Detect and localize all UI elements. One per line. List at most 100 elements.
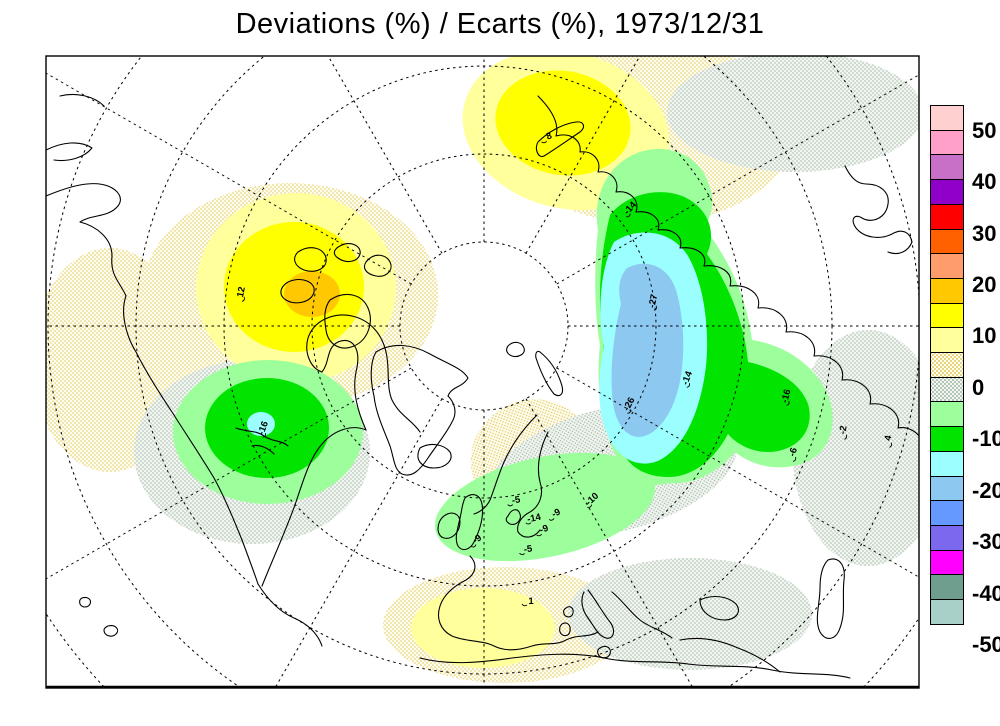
island-victoria xyxy=(280,279,315,304)
island-severnaya-zemlya xyxy=(535,121,585,158)
island-arctic-1 xyxy=(294,247,327,272)
contour-label-leader xyxy=(786,400,790,406)
coast-anatolia xyxy=(679,637,781,673)
island-denmark xyxy=(505,509,521,525)
colorbar-cell-20..25 xyxy=(930,253,964,279)
colorbar-cell--45..-40 xyxy=(930,574,964,601)
contour-label-text: 12 xyxy=(235,286,248,299)
contour-label-leader xyxy=(889,442,893,448)
colorbar-tick--30: -30 xyxy=(972,529,1000,555)
contour-label--16: -16 xyxy=(779,388,794,406)
meridian-line xyxy=(525,398,694,688)
coast-north-africa xyxy=(419,653,851,679)
contour-label-text: -5 xyxy=(511,494,522,506)
colorbar-cell--50..-45 xyxy=(930,599,964,625)
island-corsica xyxy=(563,606,574,618)
colorbar-tick--20: -20 xyxy=(972,477,1000,503)
contour-labels: 12-168-14-27-26-14-16-6-24-9-5-14 -9-9-10… xyxy=(235,130,895,607)
island-great-britain xyxy=(455,494,484,551)
contour-label-text: -9 xyxy=(538,523,550,536)
blue-core-eurasia xyxy=(611,263,684,437)
contour-label-leader xyxy=(525,522,532,525)
colorbar xyxy=(930,105,964,645)
contour-label--16: -16 xyxy=(256,420,271,438)
contour-label-text: 8 xyxy=(545,130,554,142)
island-iceland xyxy=(417,443,452,469)
coast-chukotka2 xyxy=(59,93,105,107)
colorbar-tick-10: 10 xyxy=(972,323,997,349)
contour-label-text: -16 xyxy=(256,420,271,437)
coast-north-america-west xyxy=(46,183,259,585)
contour-label-text: 4 xyxy=(883,434,895,442)
contour-label--5: -5 xyxy=(519,543,534,556)
contour-label-leader xyxy=(626,213,631,218)
colorbar-cell-5..10 xyxy=(930,327,964,354)
contour-label-leader xyxy=(521,603,528,607)
coast-great-lakes xyxy=(235,427,289,447)
colorbar-cell-10..15 xyxy=(930,302,964,329)
contour-label-leader xyxy=(241,296,245,302)
contour-label--9: -9 xyxy=(548,507,562,521)
island-caribbean-2 xyxy=(103,625,119,637)
contour-label--2: -2 xyxy=(837,425,850,440)
colorbar-cell--30..-25 xyxy=(930,500,964,526)
contour-label--27: -27 xyxy=(647,293,660,311)
sea-black xyxy=(699,595,739,621)
contour-label-text: 1 xyxy=(528,596,534,607)
coast-italy xyxy=(581,589,615,639)
colorbar-cell--10..-5 xyxy=(930,401,964,428)
orange-core-canada xyxy=(284,271,340,317)
contour-label-leader xyxy=(507,504,514,507)
island-svalbard xyxy=(506,341,525,358)
colorbar-cell--40..-35 xyxy=(930,549,964,576)
colorbar-cell-50..55 xyxy=(930,105,964,131)
contour-label-text: -9 xyxy=(550,507,562,521)
colorbar-cell-15..20 xyxy=(930,277,964,304)
contour-label-leader xyxy=(548,518,555,521)
contour-label-leader xyxy=(541,140,547,144)
contour-label-text: -5 xyxy=(523,543,534,555)
contour-label-leader xyxy=(844,434,848,440)
colorbar-tick-40: 40 xyxy=(972,169,997,195)
island-sardinia xyxy=(559,622,571,637)
latitude-circle xyxy=(47,56,919,688)
coastlines xyxy=(46,93,919,679)
coast-greenland xyxy=(370,344,469,476)
colorbar-cell-40..45 xyxy=(930,154,964,181)
colorbar-cell--15..-10 xyxy=(930,426,964,452)
colorbar-tick--40: -40 xyxy=(972,580,1000,606)
island-baffin xyxy=(324,293,371,349)
colorbar-tick-20: 20 xyxy=(972,272,997,297)
contour-label-leader xyxy=(686,383,690,388)
colorbar-tick-30: 30 xyxy=(972,220,997,246)
contour-label-leader xyxy=(587,504,593,508)
colorbar-cell-25..30 xyxy=(930,228,964,255)
colorbar-tick-0: 0 xyxy=(972,374,985,400)
colorbar-cell-35..40 xyxy=(930,179,964,205)
contour-label-leader xyxy=(792,456,797,462)
contour-label--14: -14 xyxy=(680,369,695,388)
contour-label-12: 12 xyxy=(235,286,248,302)
meridian-line xyxy=(274,398,443,688)
island-caribbean-1 xyxy=(79,596,92,608)
meridian-line xyxy=(556,74,919,285)
colorbar-cell-45..50 xyxy=(930,129,964,156)
contour-label-leader xyxy=(262,433,266,438)
coast-chukotka xyxy=(46,142,93,162)
coast-great-lakes2 xyxy=(251,444,275,455)
contour-label-leader xyxy=(519,552,525,556)
island-arctic-3 xyxy=(363,254,392,277)
meridian-line xyxy=(46,72,412,285)
colorbar-cell--35..-30 xyxy=(930,524,964,551)
contour-label-4: 4 xyxy=(883,434,895,448)
coast-baltic xyxy=(517,431,549,538)
colorbar-cell--5..0 xyxy=(930,376,964,403)
contour-label-text: -6 xyxy=(787,446,800,457)
latitude-circle xyxy=(311,153,657,499)
coast-siberia xyxy=(537,95,919,437)
contour-label-text: -14 xyxy=(526,512,542,526)
colorbar-tick--10: -10 xyxy=(972,426,1000,452)
meridian-line xyxy=(556,367,919,578)
